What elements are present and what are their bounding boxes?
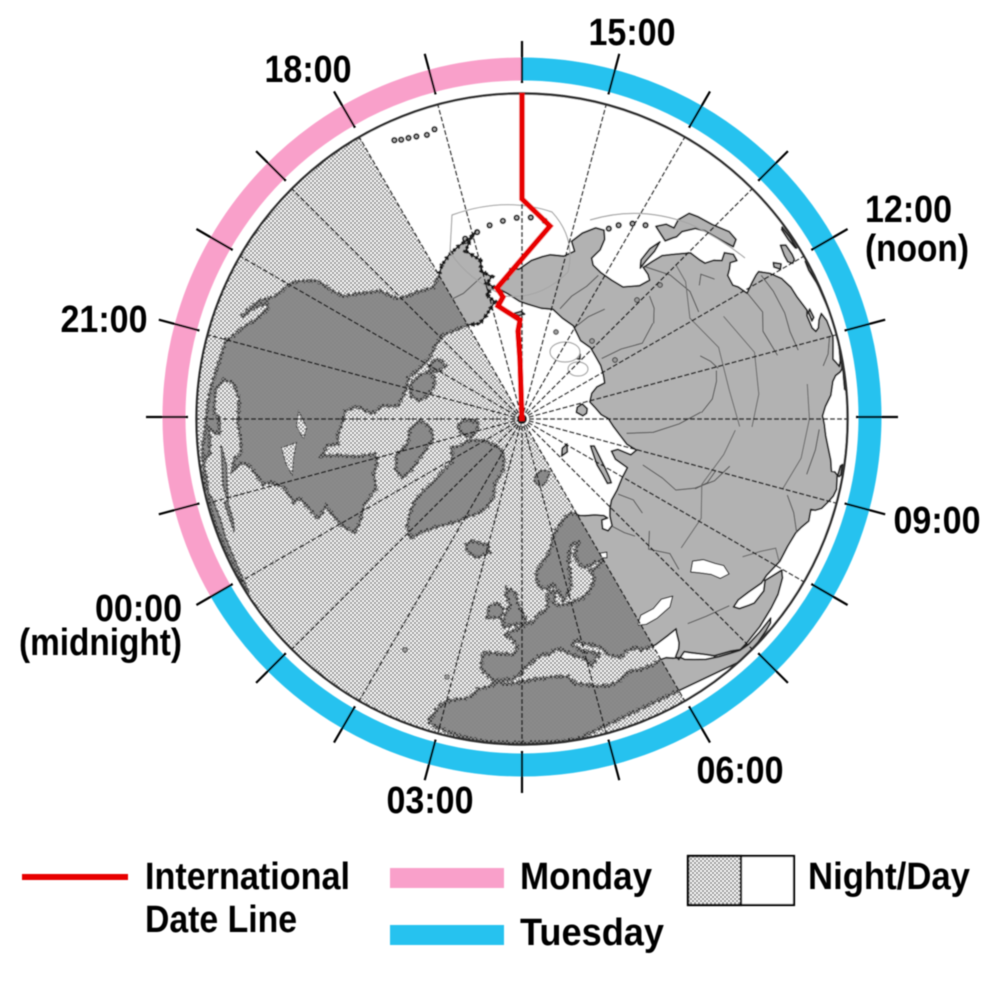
svg-text:Tuesday: Tuesday <box>520 912 664 954</box>
svg-text:International: International <box>145 856 350 898</box>
svg-text:03:00: 03:00 <box>387 780 474 822</box>
svg-text:15:00: 15:00 <box>589 12 676 54</box>
svg-text:09:00: 09:00 <box>894 500 981 542</box>
svg-text:00:00: 00:00 <box>95 588 182 630</box>
svg-text:(midnight): (midnight) <box>19 622 182 664</box>
svg-text:Monday: Monday <box>520 856 652 898</box>
svg-text:12:00: 12:00 <box>865 189 952 231</box>
svg-text:21:00: 21:00 <box>61 299 148 341</box>
svg-text:Date Line: Date Line <box>145 899 297 941</box>
svg-text:06:00: 06:00 <box>697 750 784 792</box>
svg-text:Night/Day: Night/Day <box>808 856 970 898</box>
svg-text:(noon): (noon) <box>865 228 969 270</box>
svg-text:18:00: 18:00 <box>265 49 352 91</box>
